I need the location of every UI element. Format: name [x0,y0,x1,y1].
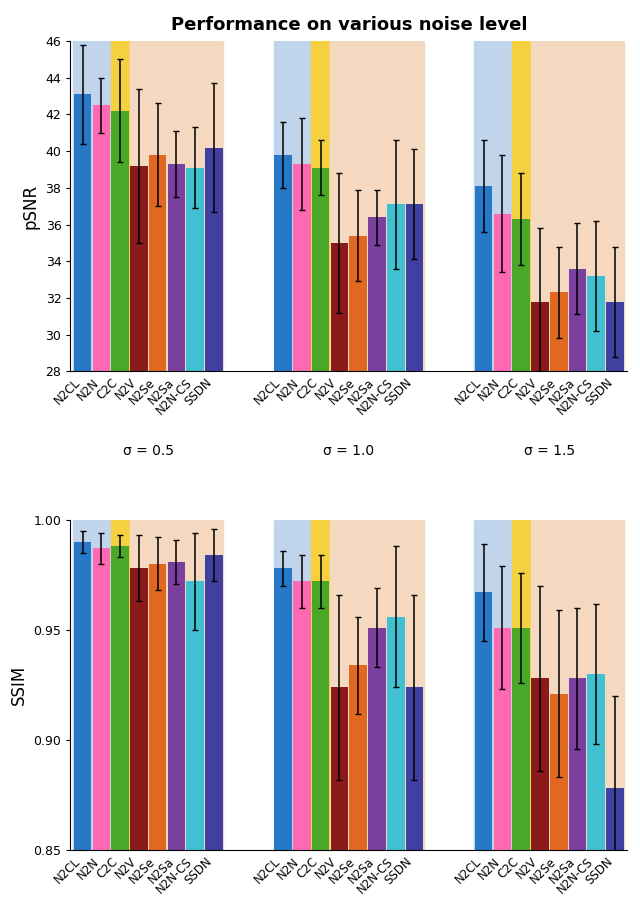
Text: σ = 1.5: σ = 1.5 [524,443,575,458]
Bar [274,41,311,371]
Bar [149,564,166,850]
Bar [387,205,404,371]
Bar [606,302,624,371]
Bar [531,520,625,850]
Y-axis label: SSIM: SSIM [10,664,28,705]
Bar [275,154,292,371]
Bar [111,547,129,850]
Bar [312,167,330,371]
Bar [331,243,348,371]
Bar [550,694,568,850]
Bar [149,154,166,371]
Bar [531,302,548,371]
Bar [73,520,111,850]
Bar [550,292,568,371]
Bar [274,520,311,850]
Bar [569,678,586,850]
Bar [111,41,129,371]
Bar [474,520,512,850]
Bar [406,205,423,371]
Title: Performance on various noise level: Performance on various noise level [170,16,527,34]
Bar [330,520,424,850]
Bar [406,687,423,850]
Bar [129,520,223,850]
Bar [512,41,531,371]
Bar [474,41,512,371]
Bar [475,186,492,371]
Bar [168,562,185,850]
Bar [387,617,404,850]
Bar [513,628,530,850]
Bar [368,628,386,850]
Bar [493,628,511,850]
Bar [311,41,330,371]
Bar [312,581,330,850]
Bar [293,581,310,850]
Bar [73,41,111,371]
Bar [205,555,223,850]
Bar [168,164,185,371]
Bar [111,111,129,371]
Bar [349,665,367,850]
Bar [331,687,348,850]
Bar [293,164,310,371]
Bar [588,674,605,850]
Bar [493,214,511,371]
Text: σ = 1.0: σ = 1.0 [323,443,374,458]
Bar [205,147,223,371]
Text: σ = 0.5: σ = 0.5 [123,443,174,458]
Bar [275,569,292,850]
Bar [311,520,330,850]
Bar [588,276,605,371]
Bar [74,542,92,850]
Bar [111,520,129,850]
Bar [569,269,586,371]
Y-axis label: pSNR: pSNR [22,184,40,228]
Bar [349,236,367,371]
Bar [130,569,148,850]
Bar [129,41,223,371]
Bar [93,548,110,850]
Bar [475,592,492,850]
Bar [531,678,548,850]
Bar [130,165,148,371]
Bar [512,520,531,850]
Bar [513,219,530,371]
Bar [74,94,92,371]
Bar [186,581,204,850]
Bar [531,41,625,371]
Bar [186,167,204,371]
Bar [93,105,110,371]
Bar [368,218,386,371]
Bar [606,789,624,850]
Bar [330,41,424,371]
